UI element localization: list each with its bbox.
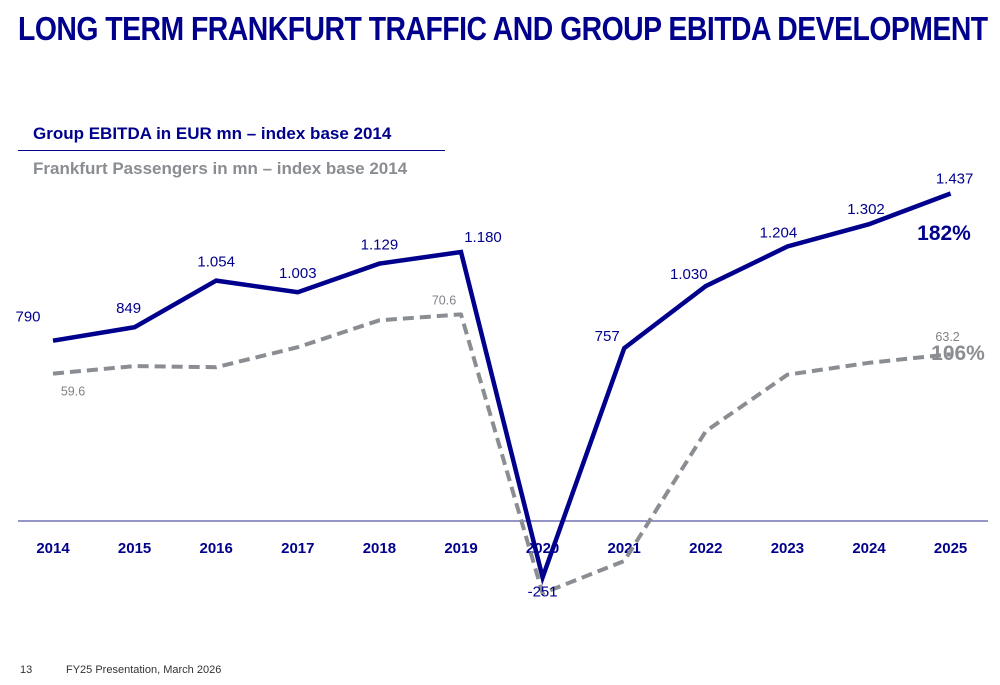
ebitda-data-label: 849: [116, 300, 141, 317]
x-tick-label: 2025: [934, 540, 967, 557]
x-tick-label: 2014: [36, 540, 70, 557]
ebitda-data-label: 790: [15, 309, 40, 326]
ebitda-data-label: 1.180: [464, 229, 502, 246]
ebitda-data-label: 1.054: [197, 254, 235, 271]
ebitda-data-label: 757: [595, 328, 620, 345]
passengers-data-label: 63.2: [935, 330, 959, 344]
passengers-data-label: 70.6: [432, 293, 456, 307]
page-title: LONG TERM FRANKFURT TRAFFIC AND GROUP EB…: [18, 10, 988, 47]
passengers-data-label: 59.6: [61, 385, 85, 399]
x-tick-label: 2015: [118, 540, 151, 557]
x-tick-label: 2019: [444, 540, 477, 557]
legend-ebitda: Group EBITDA in EUR mn – index base 2014: [33, 124, 392, 143]
x-tick-label: 2018: [363, 540, 396, 557]
ebitda-data-label: 1.003: [279, 265, 317, 282]
page-number: 13: [20, 664, 33, 676]
x-tick-label: 2021: [608, 540, 641, 557]
ebitda-growth-annotation: 182%: [917, 222, 971, 245]
ebitda-data-label: -251: [528, 583, 558, 600]
ebitda-data-label: 1.204: [760, 225, 798, 242]
ebitda-data-label: 1.437: [936, 171, 974, 188]
ebitda-series-line: [52, 191, 952, 586]
footer-text: FY25 Presentation, March 2026: [66, 664, 222, 676]
x-tick-label: 2017: [281, 540, 314, 557]
x-tick-label: 2016: [200, 540, 233, 557]
legend-divider: [18, 150, 445, 151]
x-tick-label: 2022: [689, 540, 722, 557]
x-tick-label: 2023: [771, 540, 804, 557]
ebitda-data-label: 1.302: [847, 201, 885, 218]
ebitda-data-label: 1.030: [670, 266, 708, 283]
legend-passengers: Frankfurt Passengers in mn – index base …: [33, 159, 408, 178]
passengers-series-line: [52, 312, 951, 596]
x-tick-label: 2024: [852, 540, 886, 557]
ebitda-data-label: 1.129: [361, 237, 399, 254]
passengers-growth-annotation: 106%: [931, 342, 985, 365]
